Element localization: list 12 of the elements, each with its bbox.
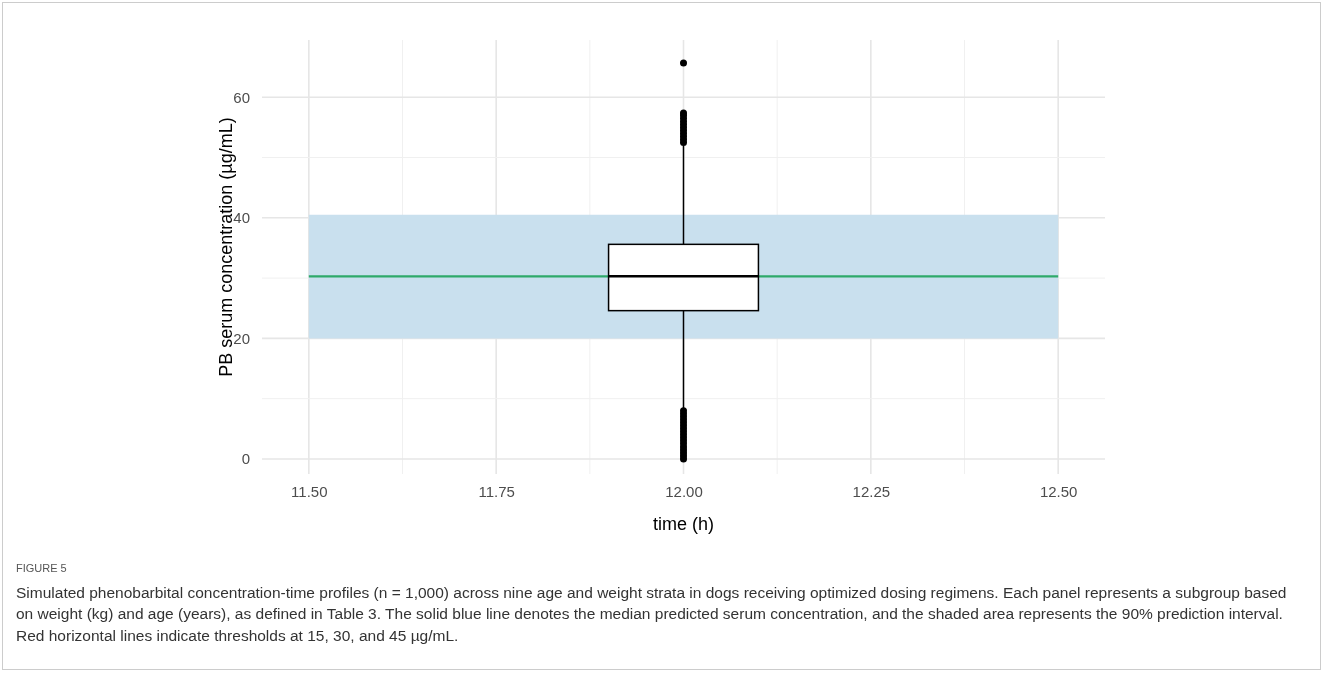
x-tick-label: 12.25	[852, 482, 891, 500]
x-tick-label: 12.00	[665, 482, 703, 500]
x-axis-title: time (h)	[652, 514, 715, 534]
x-tick-label: 11.75	[478, 482, 515, 500]
text: FIGURE 5	[16, 561, 68, 576]
y-tick-label: 40	[233, 209, 250, 227]
x-tick-label: 11.50	[291, 482, 328, 500]
y-tick-label: 20	[233, 329, 250, 347]
x-tick-label: 12.50	[1039, 482, 1078, 500]
y-tick-label: 60	[233, 88, 250, 106]
y-tick-label: 0	[241, 450, 250, 468]
text: Simulated phenobarbital concentration-time profiles (n = 1,000) across nine age and weight strata in dogs receiving optimized dosing regimens. Each panel represents a subgroup based on weight (kg) and age (years), as defined in Table 3. The solid blue line denotes the median predicted serum concentration, and the shaded area represents the 90% prediction interval. Red horizontal lines indicate thresholds at 15, 30, and 45 µg/mL.	[16, 582, 1288, 646]
